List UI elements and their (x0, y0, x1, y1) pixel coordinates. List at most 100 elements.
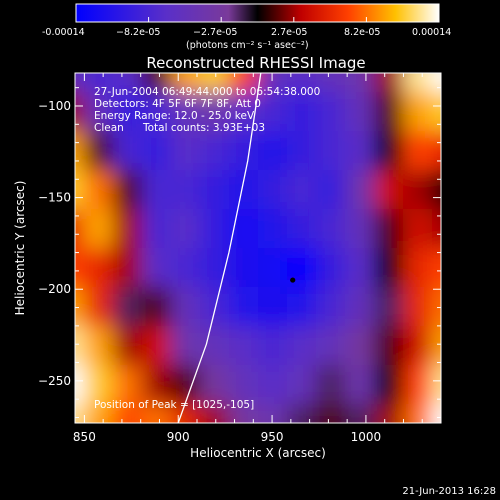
heatmap-cell (258, 404, 288, 423)
heatmap-cell (432, 326, 441, 366)
heatmap-cell (113, 404, 143, 423)
heatmap-cell (142, 326, 172, 366)
heatmap-cell (403, 326, 433, 366)
heatmap-cell (75, 92, 85, 132)
heatmap-image (75, 73, 441, 423)
heatmap-cell (75, 131, 85, 171)
plot-frame (74, 72, 442, 424)
x-axis-label: Heliocentric X (arcsec) (190, 446, 326, 460)
y-tick-label: −150 (38, 191, 71, 205)
heatmap-cell (345, 287, 375, 327)
heatmap-cell (229, 365, 259, 405)
heatmap-cell (84, 209, 114, 249)
heatmap-cell (403, 248, 433, 288)
heatmap-cell (75, 209, 85, 249)
heatmap-cell (287, 326, 317, 366)
heatmap-cell (432, 131, 441, 171)
heatmap-cell (75, 287, 85, 327)
heatmap-cell (374, 170, 404, 210)
heatmap-cell (171, 287, 201, 327)
heatmap-cell (316, 209, 346, 249)
heatmap-cell (229, 73, 259, 93)
heatmap-cell (84, 404, 114, 423)
heatmap-cell (171, 170, 201, 210)
heatmap-cell (258, 287, 288, 327)
heatmap-cell (75, 170, 85, 210)
heatmap-cell (142, 92, 172, 132)
heatmap-cell (200, 326, 230, 366)
heatmap-cell (84, 365, 114, 405)
heatmap-cell (229, 404, 259, 423)
heatmap-cell (374, 326, 404, 366)
y-tick-label: −200 (38, 282, 71, 296)
heatmap-cell (374, 365, 404, 405)
heatmap-cell (75, 365, 85, 405)
heatmap-cell (345, 92, 375, 132)
heatmap-cell (287, 287, 317, 327)
heatmap-cell (287, 209, 317, 249)
heatmap-cell (258, 248, 288, 288)
colorbar-ticks (75, 17, 440, 22)
heatmap-cell (142, 248, 172, 288)
heatmap-cell (200, 73, 230, 93)
heatmap-cell (113, 131, 143, 171)
heatmap-cell (403, 404, 433, 423)
heatmap-cell (258, 170, 288, 210)
heatmap-cell (287, 73, 317, 93)
heatmap-cell (84, 131, 114, 171)
heatmap-cell (432, 287, 441, 327)
heatmap-cell (113, 73, 143, 93)
heatmap-cell (229, 131, 259, 171)
heatmap-cell (200, 170, 230, 210)
heatmap-cell (229, 287, 259, 327)
heatmap-cell (113, 287, 143, 327)
heatmap-cell (142, 287, 172, 327)
heatmap-cell (287, 365, 317, 405)
y-axis: −100 −150 −200 −250 (38, 87, 441, 419)
heatmap-cell (374, 404, 404, 423)
annotation-time-range: 27-Jun-2004 06:49:44.000 to 06:54:38.000 (94, 86, 320, 98)
heatmap-cell (432, 248, 441, 288)
heatmap-cell (345, 365, 375, 405)
annotation-detectors: Detectors: 4F 5F 6F 7F 8F, Att 0 (94, 98, 261, 110)
heatmap-cell (258, 131, 288, 171)
heatmap-cell (84, 326, 114, 366)
heatmap-cell (403, 170, 433, 210)
heatmap-cell (432, 92, 441, 132)
colorbar-tick-label: −8.2e-05 (116, 27, 160, 38)
heatmap-cell (374, 73, 404, 93)
x-tick-label: 950 (261, 430, 284, 444)
heatmap-cell (200, 209, 230, 249)
heatmap-cell (403, 73, 433, 93)
heatmap-cell (84, 287, 114, 327)
colorbar-tick-labels: -0.00014 −8.2e-05 −2.7e-05 2.7e-05 8.2e-… (42, 27, 451, 38)
heatmap-cell (113, 170, 143, 210)
heatmap-cell (316, 326, 346, 366)
heatmap-cell (287, 131, 317, 171)
heatmap-cell (229, 248, 259, 288)
heatmap-cell (316, 404, 346, 423)
heatmap-cell (84, 248, 114, 288)
heatmap-cell (200, 131, 230, 171)
heatmap-cell (403, 131, 433, 171)
heatmap-cell (316, 287, 346, 327)
heatmap-cell (345, 326, 375, 366)
heatmap-cell (84, 92, 114, 132)
colorbar (75, 3, 440, 23)
colorbar-tick-label: 2.7e-05 (271, 27, 307, 38)
heatmap-cell (258, 326, 288, 366)
heatmap-cell (403, 287, 433, 327)
heatmap-cell (316, 131, 346, 171)
heatmap-cell (316, 248, 346, 288)
heatmap-cell (171, 92, 201, 132)
heatmap-cell (200, 365, 230, 405)
y-axis-label: Heliocentric Y (arcsec) (13, 181, 27, 316)
heatmap-cell (432, 404, 441, 423)
colorbar-units: (photons cm⁻² s⁻¹ asec⁻²) (186, 40, 309, 51)
heatmap-cell (142, 170, 172, 210)
heatmap-cell (345, 170, 375, 210)
heatmap-cell (75, 404, 85, 423)
heatmap-cell (316, 365, 346, 405)
annotation-total-counts: Total counts: 3.93E+03 (142, 122, 265, 134)
chart-title: Reconstructed RHESSI Image (146, 54, 365, 72)
